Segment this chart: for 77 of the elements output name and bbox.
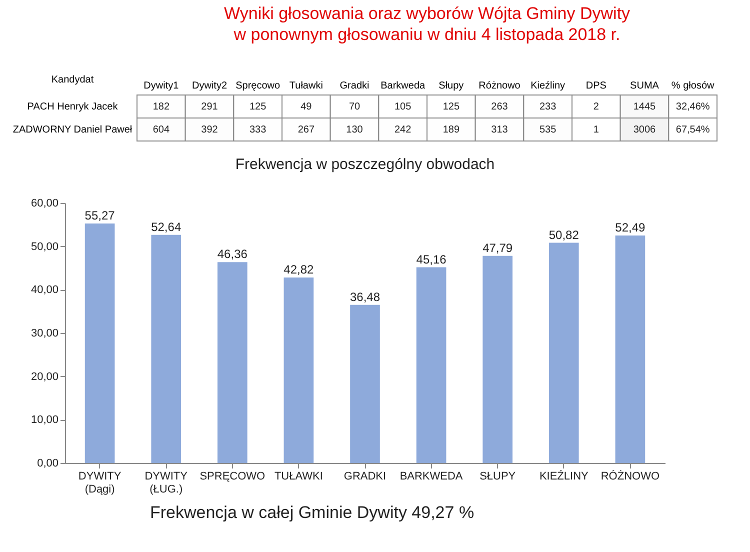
y-tick-label: 60,00 [30, 198, 58, 210]
y-tick-label: 30,00 [30, 328, 58, 340]
x-tick-label: Gradki [340, 80, 370, 92]
y-axis-title: Kandydat [51, 74, 94, 86]
bar [615, 236, 646, 463]
data-label: 604 [152, 124, 170, 136]
x-tick-label: Barkweda [380, 80, 426, 92]
x-tick-label: SPRĘCOWO [200, 470, 266, 482]
chart-title: Frekwencja w poszczególny obwodach [235, 156, 495, 173]
x-tick-label: Tuławki [289, 80, 323, 92]
x-tick-label: GRADKI [344, 470, 386, 482]
data-label: 52,64 [151, 220, 182, 234]
text: Frekwencja w całej Gminie Dywity 49,27 % [150, 503, 476, 523]
data-label: 70 [348, 102, 360, 112]
data-label: 45,16 [416, 252, 447, 266]
data-label: 47,79 [482, 240, 513, 255]
data-label: 42,82 [284, 262, 314, 276]
data-label: 242 [394, 124, 412, 136]
x-tick-label: SUMA [630, 80, 660, 92]
data-label: 1445 [633, 102, 656, 112]
x-tick-label: DYWITY (Dągi) [78, 470, 122, 496]
x-tick-label: BARKWEDA [400, 470, 464, 482]
y-tick-label: 50,00 [30, 240, 58, 253]
bar [284, 277, 314, 463]
y-tick-label: 10,00 [30, 414, 58, 426]
bar [416, 267, 446, 463]
chart-subtitle: w ponownym głosowaniu w dniu 4 listopada 2018 r. [232, 25, 620, 44]
y-tick-label: 20,00 [30, 370, 58, 383]
data-label: 1 [593, 124, 600, 136]
data-label: 267 [298, 124, 315, 136]
data-label: 182 [152, 102, 170, 112]
bar [151, 234, 182, 463]
data-label: 67,54% [676, 124, 710, 136]
data-label: 50,82 [548, 228, 580, 242]
data-label: 263 [491, 102, 508, 112]
data-label: 189 [442, 124, 460, 136]
y-tick-label: 40,00 [30, 284, 58, 296]
data-label: 125 [249, 102, 267, 112]
bar [350, 304, 380, 463]
x-tick-label: RÓŻNOWO [600, 470, 660, 482]
data-label: 535 [539, 124, 557, 136]
bar [548, 242, 579, 463]
bar [482, 256, 513, 463]
data-label: 333 [249, 124, 267, 136]
data-label: 130 [346, 124, 364, 136]
data-label: 32,46% [676, 102, 710, 112]
x-tick-label: TUŁAWKI [274, 470, 323, 482]
data-label: 55,27 [84, 208, 116, 222]
x-tick-label: Dywity1 [144, 80, 180, 92]
data-label: 392 [201, 124, 218, 136]
y-tick-label: PACH Henryk Jacek [27, 102, 119, 112]
bar [84, 223, 115, 463]
x-tick-label: % głosów [671, 80, 716, 92]
y-tick-label: ZADWORNY Daniel Paweł [12, 124, 133, 136]
data-label: 291 [201, 102, 218, 112]
x-tick-label: KIEŹLINY [539, 470, 590, 482]
bar [217, 262, 248, 463]
data-label: 233 [539, 102, 557, 112]
data-label: 313 [491, 124, 508, 136]
x-tick-label: Kieźliny [530, 80, 566, 92]
x-tick-label: Słupy [438, 80, 464, 92]
data-label: 2 [593, 102, 600, 112]
data-label: 3006 [633, 124, 656, 136]
data-label: 36,48 [350, 290, 380, 304]
data-label: 105 [394, 102, 412, 112]
x-tick-label: Dywity2 [192, 80, 228, 92]
y-tick-label: 0,00 [37, 458, 58, 470]
x-tick-label: DYWITY (ŁUG.) [144, 470, 188, 496]
x-tick-label: Spręcowo [236, 80, 281, 92]
data-label: 49 [300, 102, 312, 112]
data-label: 125 [442, 102, 460, 112]
x-tick-label: SŁUPY [480, 470, 516, 482]
data-label: 46,36 [217, 247, 248, 262]
data-label: 52,49 [615, 220, 646, 235]
chart-title: Wyniki głosowania oraz wyborów Wójta Gminy Dywity [224, 4, 631, 23]
x-tick-label: DPS [586, 80, 607, 92]
x-tick-label: Różnowo [478, 80, 521, 92]
